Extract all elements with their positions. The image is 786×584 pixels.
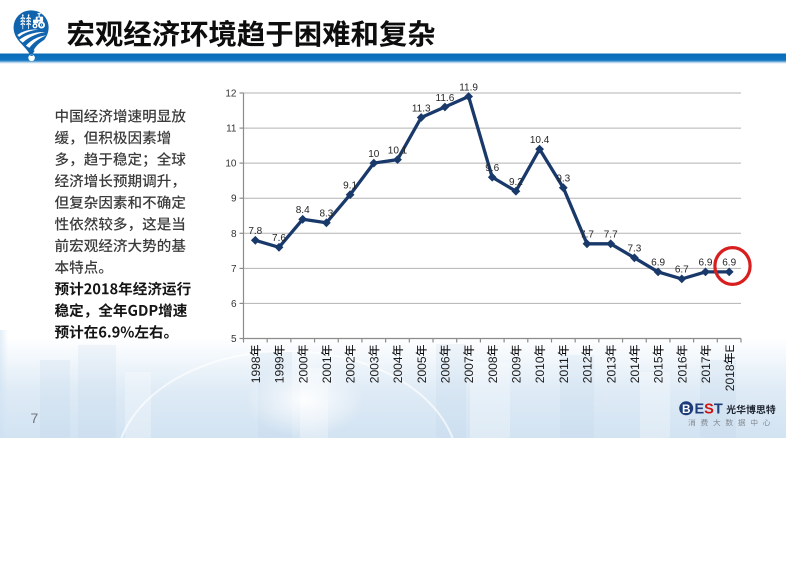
svg-text:7.6: 7.6 (272, 233, 286, 244)
svg-text:8.3: 8.3 (319, 209, 333, 220)
svg-text:12: 12 (225, 89, 237, 100)
svg-text:10: 10 (368, 149, 380, 160)
svg-text:11: 11 (226, 124, 237, 135)
svg-text:7.3: 7.3 (627, 244, 641, 255)
svg-text:2014: 2014 (628, 356, 642, 383)
svg-text:8: 8 (231, 229, 237, 240)
svg-text:8.4: 8.4 (296, 205, 310, 216)
svg-text:2003: 2003 (367, 356, 381, 383)
svg-text:2006: 2006 (439, 356, 453, 383)
svg-text:7.8: 7.8 (248, 226, 262, 237)
svg-text:11.3: 11.3 (412, 103, 431, 114)
svg-text:10: 10 (225, 159, 237, 170)
svg-text:2009: 2009 (510, 356, 524, 383)
svg-text:5: 5 (231, 334, 237, 345)
svg-text:2007: 2007 (462, 356, 476, 383)
svg-text:7: 7 (31, 410, 39, 426)
svg-text:E: E (723, 344, 737, 352)
svg-text:2016: 2016 (675, 356, 689, 383)
svg-text:B: B (682, 402, 691, 416)
svg-text:1998: 1998 (249, 356, 263, 383)
svg-text:9: 9 (231, 194, 237, 205)
svg-text:10.1: 10.1 (388, 145, 408, 156)
svg-text:6.9: 6.9 (651, 258, 665, 269)
svg-text:9.1: 9.1 (343, 181, 357, 192)
svg-text:2011: 2011 (557, 357, 571, 383)
svg-text:2015: 2015 (652, 356, 666, 383)
svg-text:6: 6 (231, 299, 237, 310)
svg-text:9.6: 9.6 (485, 163, 499, 174)
svg-text:7.7: 7.7 (604, 230, 618, 241)
svg-text:2001: 2001 (320, 356, 334, 383)
svg-text:1999: 1999 (273, 356, 287, 383)
svg-text:2000: 2000 (296, 356, 310, 383)
svg-text:10.4: 10.4 (530, 135, 550, 146)
svg-text:2002: 2002 (344, 356, 358, 383)
svg-text:2017: 2017 (699, 356, 713, 383)
svg-text:9.2: 9.2 (509, 177, 523, 188)
svg-text:6.7: 6.7 (675, 265, 689, 276)
svg-text:2013: 2013 (604, 356, 618, 383)
svg-text:6.9: 6.9 (722, 258, 736, 269)
svg-text:2018: 2018 (723, 364, 737, 391)
svg-text:2004: 2004 (391, 356, 405, 383)
svg-text:6.9: 6.9 (699, 258, 713, 269)
svg-text:11.6: 11.6 (436, 93, 455, 104)
svg-text:EST: EST (695, 401, 723, 417)
svg-text:9.3: 9.3 (556, 174, 570, 185)
svg-text:2010: 2010 (533, 356, 547, 383)
svg-text:2005: 2005 (415, 356, 429, 383)
svg-text:7.7: 7.7 (580, 230, 594, 241)
svg-text:11.9: 11.9 (459, 82, 478, 93)
svg-text:2008: 2008 (486, 356, 500, 383)
svg-text:2012: 2012 (581, 356, 595, 383)
svg-text:7: 7 (231, 264, 237, 275)
